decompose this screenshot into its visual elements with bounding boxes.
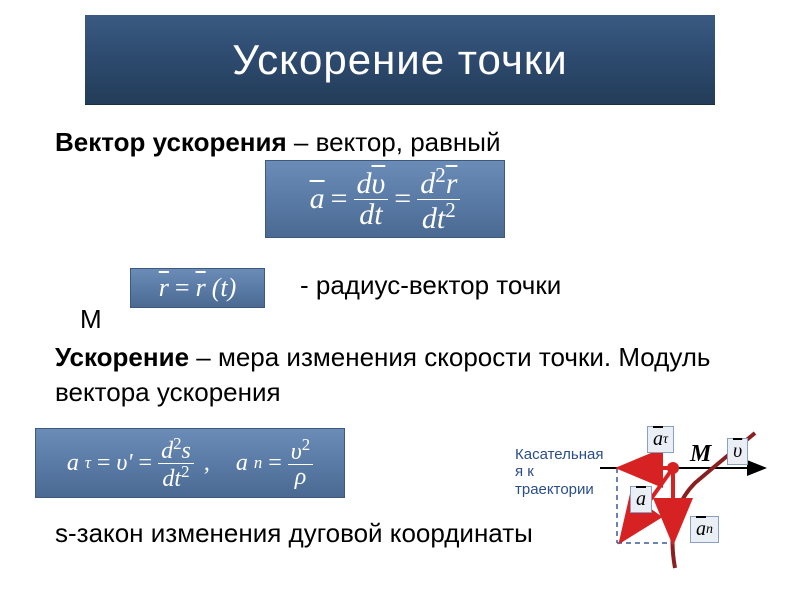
- vec-box-a: a: [630, 486, 652, 513]
- slide-title-text: Ускорение точки: [232, 36, 567, 84]
- sym-n-sub: n: [254, 453, 262, 473]
- sym-an: a: [236, 450, 248, 477]
- sym-tau-sub: τ: [85, 453, 91, 473]
- vector-diagram: Касательная я к траектории M aτ υ: [505, 428, 770, 573]
- def2-block: Ускорение – мера изменения скорости точк…: [55, 340, 770, 410]
- s-law-text: s-закон изменения дуговой координаты: [55, 517, 550, 550]
- sym-an-sub-box: n: [706, 522, 713, 538]
- frac-d2r-dt2: d2r dt2: [417, 165, 460, 234]
- sym-d2: d: [420, 167, 435, 200]
- sym-dt: dt: [356, 200, 385, 230]
- sym-a-bar: a: [310, 182, 325, 216]
- eq-an: =: [268, 450, 282, 477]
- frac-v2-rho: υ2 ρ: [288, 437, 313, 489]
- formula-acceleration: a = dυ dt = d2r dt2: [265, 160, 505, 238]
- frac-d2s-dt2: d2s dt2: [158, 436, 194, 491]
- slide-title-bar: Ускорение точки: [85, 15, 715, 105]
- sym-r-lhs: r: [159, 273, 169, 303]
- vec-box-upsilon: υ: [727, 438, 748, 465]
- frac-dv-dt: dυ dt: [354, 169, 389, 230]
- sym-dtexp: 2: [445, 198, 456, 222]
- vec-box-an: an: [690, 516, 719, 543]
- sym-v2: υ: [291, 439, 302, 465]
- sym-a-box: a: [636, 488, 646, 511]
- eq-sign-2: =: [394, 182, 411, 216]
- sym-s: s: [181, 438, 190, 464]
- sym-d2s-dt: dt: [162, 466, 181, 492]
- sym-v2exp: 2: [302, 435, 310, 454]
- sym-t: (t): [212, 273, 237, 303]
- eq-at1: =: [97, 450, 111, 477]
- sym-upsilon-box: υ: [733, 440, 742, 463]
- sym-atau-sub-box: τ: [663, 432, 668, 448]
- sym-d2s-dtexp: 2: [181, 462, 189, 481]
- def2-bold: Ускорение: [55, 342, 189, 372]
- def1-bold: Вектор ускорения: [55, 127, 287, 157]
- eq-sign-r: =: [175, 273, 190, 303]
- eq-sign: =: [331, 182, 348, 216]
- sym-atau-box: a: [653, 428, 663, 451]
- vec-box-atau: aτ: [647, 426, 674, 453]
- sym-an-box: a: [696, 518, 706, 541]
- sym-r-rhs: r: [196, 273, 206, 303]
- m-point-label: М: [80, 302, 102, 337]
- formula-radius-vector: r = r(t): [130, 268, 265, 308]
- def1-rest: – вектор, равный: [287, 127, 501, 157]
- sym-r-bar: r: [446, 167, 458, 200]
- sym-v-bar: υ: [372, 167, 386, 200]
- sym-atau: a: [67, 450, 79, 477]
- eq-at2: =: [139, 450, 153, 477]
- sym-d2s-d: d: [161, 438, 173, 464]
- formula-tangential-normal: aτ = υ' = d2s dt2 , an = υ2 ρ: [35, 428, 345, 498]
- sym-d: d: [357, 167, 372, 200]
- sym-exp2: 2: [435, 163, 446, 187]
- sym-dt2: dt: [422, 202, 445, 235]
- def1-line: Вектор ускорения – вектор, равный: [55, 125, 770, 160]
- point-M-label: M: [690, 441, 711, 468]
- sym-rho: ρ: [292, 465, 310, 489]
- sym-vprime: υ': [116, 450, 132, 477]
- radius-vector-label: - радиус-вектор точки: [300, 268, 561, 303]
- comma: ,: [200, 450, 214, 477]
